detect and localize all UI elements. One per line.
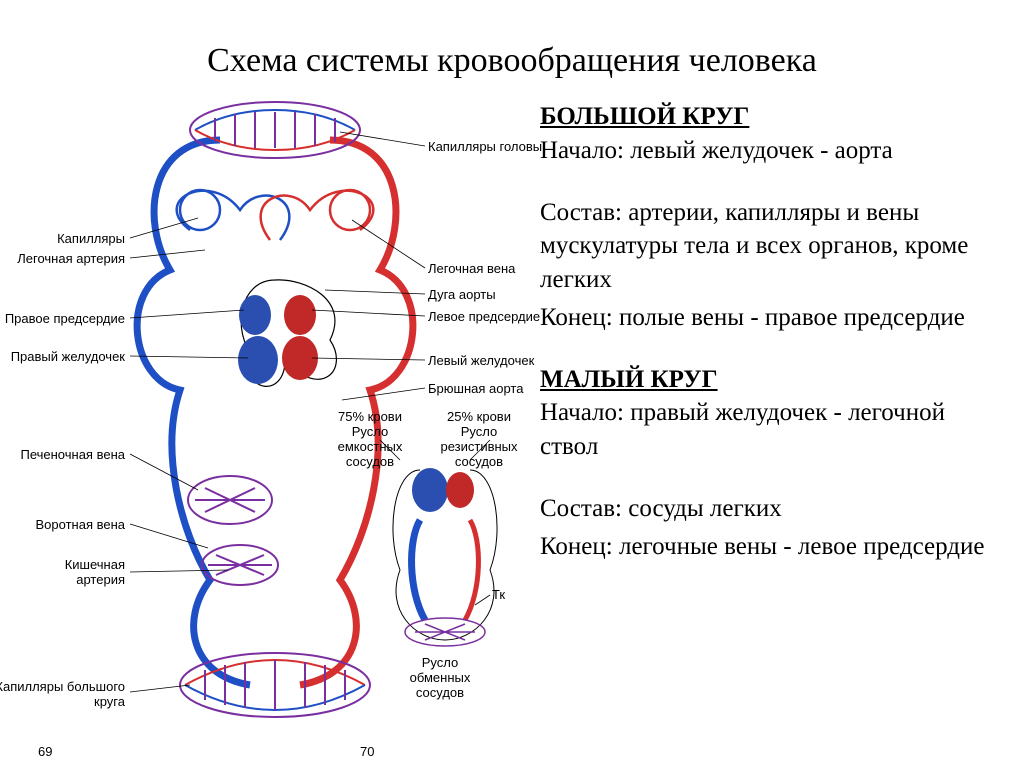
label-right-ventricle: Правый желудочек <box>11 350 125 365</box>
label-pulmonary-artery: Легочная артерия <box>17 252 125 267</box>
page-number-right: 70 <box>360 744 374 759</box>
systemic-start: Начало: левый желудочек - аорта <box>540 134 1000 168</box>
circulation-diagram: Капилляры Легочная артерия Правое предсе… <box>30 100 530 740</box>
label-left-ventricle: Левый желудочек <box>428 354 534 369</box>
pulmonary-start: Начало: правый желудочек - легочной ство… <box>540 396 1000 464</box>
label-25pct: 25% крови Русло резистивных сосудов <box>440 410 518 470</box>
label-75pct: 75% крови Русло емкостных сосудов <box>335 410 405 470</box>
systemic-heading: БОЛЬШОЙ КРУГ <box>540 100 1000 134</box>
label-pulmonary-vein: Легочная вена <box>428 262 515 277</box>
label-exchange-vessels: Русло обменных сосудов <box>400 656 480 701</box>
description-column: БОЛЬШОЙ КРУГ Начало: левый желудочек - а… <box>540 100 1000 567</box>
label-aortic-arch: Дуга аорты <box>428 288 496 303</box>
label-systemic-capillaries: Капилляры большого круга <box>0 680 125 710</box>
label-intestinal-artery: Кишечная артерия <box>45 558 125 588</box>
pulmonary-end: Конец: легочные вены - левое предсердие <box>540 530 1000 564</box>
label-head-capillaries: Капилляры головы <box>428 140 542 155</box>
label-portal-vein: Воротная вена <box>36 518 126 533</box>
systemic-composition: Состав: артерии, капилляры и вены мускул… <box>540 196 1000 297</box>
label-right-atrium: Правое предсердие <box>5 312 125 327</box>
page-number-left: 69 <box>38 744 52 759</box>
page-title: Схема системы кровообращения человека <box>207 42 817 80</box>
pulmonary-composition: Состав: сосуды легких <box>540 492 1000 526</box>
label-left-atrium: Левое предсердие <box>428 310 540 325</box>
label-abdominal-aorta: Брюшная аорта <box>428 382 523 397</box>
pulmonary-heading: МАЛЫЙ КРУГ <box>540 363 1000 397</box>
label-capillaries: Капилляры <box>57 232 125 247</box>
label-hepatic-vein: Печеночная вена <box>20 448 125 463</box>
systemic-end: Конец: полые вены - правое предсердие <box>540 301 1000 335</box>
label-tk: Тк <box>492 588 505 603</box>
